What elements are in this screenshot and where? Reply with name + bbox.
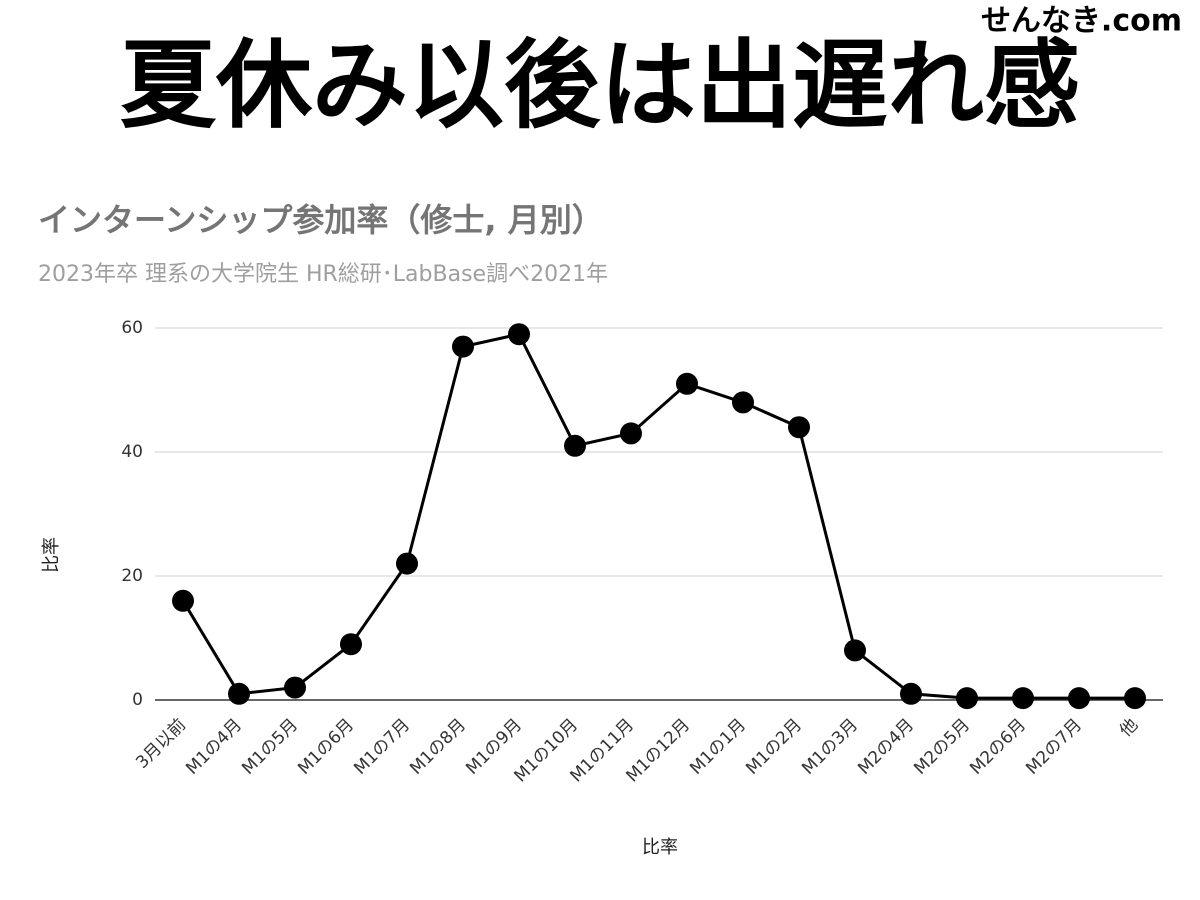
- x-tick-label: M1の6月: [294, 715, 358, 779]
- line: [181, 332, 1135, 700]
- point: [676, 372, 698, 395]
- chart-title: インターンシップ参加率（修士, 月別）: [38, 201, 604, 239]
- point: [284, 676, 306, 699]
- point: [900, 682, 922, 705]
- point: [788, 416, 810, 439]
- point: [508, 323, 530, 346]
- point: [1012, 687, 1034, 710]
- point: [1124, 687, 1146, 710]
- x-tick-label: M1の2月: [742, 715, 806, 779]
- x-tick-label: M2の7月: [1022, 715, 1086, 779]
- headline: 夏休み以後は出遅れ感: [120, 29, 1080, 141]
- point: [732, 391, 754, 414]
- point: [956, 687, 978, 710]
- x-tick-label: M1の7月: [350, 715, 414, 779]
- point: [396, 552, 418, 575]
- y-tick-label: 40: [121, 442, 143, 462]
- point: [1068, 687, 1090, 710]
- point: [844, 639, 866, 662]
- x-tick-label: M1の1月: [686, 715, 750, 779]
- y-tick-label: 20: [121, 566, 143, 586]
- point: [340, 633, 362, 656]
- y-axis-label: 比率: [41, 537, 62, 573]
- watermark: せんなき.com: [981, 4, 1182, 39]
- point: [620, 422, 642, 445]
- x-axis-label: 比率: [642, 837, 678, 858]
- point: [172, 589, 194, 612]
- point: [564, 434, 586, 457]
- x-tick-label: 他: [1116, 715, 1142, 741]
- chart-subtitle: 2023年卒 理系の大学院生 HR総研･LabBase調べ2021年: [38, 262, 608, 287]
- point: [228, 682, 250, 705]
- x-tick-label: M1の4月: [182, 715, 246, 779]
- y-tick-label: 60: [121, 318, 143, 338]
- x-tick-label: M1の3月: [798, 715, 862, 779]
- y-tick-label: 0: [132, 690, 143, 710]
- x-tick-label: M2の6月: [966, 715, 1030, 779]
- x-tick-label: M1の8月: [406, 715, 470, 779]
- x-tick-label: M2の5月: [910, 715, 974, 779]
- point: [452, 335, 474, 358]
- x-tick-label: M1の5月: [238, 715, 302, 779]
- x-tick-label: M2の4月: [854, 715, 918, 779]
